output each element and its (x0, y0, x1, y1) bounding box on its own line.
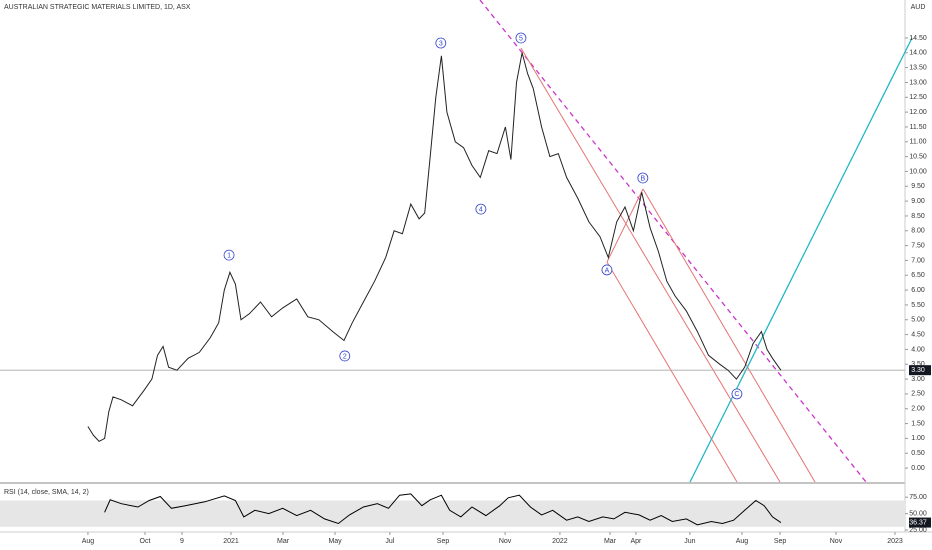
y-tick-label: 8.00 (911, 228, 925, 235)
price-tag-label: 3.30 (911, 367, 925, 374)
x-tick-label: Nov (830, 538, 843, 545)
channel-line (606, 188, 644, 263)
x-tick-label: Mar (277, 538, 290, 545)
wave-label-circle (475, 203, 487, 215)
y-tick-label: 4.50 (911, 331, 925, 338)
y-tick-label: 1.50 (911, 420, 925, 427)
price-tag (909, 365, 931, 376)
x-tick-label: Mar (604, 538, 617, 545)
wave-label: 3 (439, 40, 443, 47)
wave-label: 1 (227, 252, 231, 259)
value-tag-label: 36.37 (909, 519, 927, 526)
y-tick-label: 12.00 (909, 109, 927, 116)
wave-label: C (734, 391, 739, 398)
wave-label: B (641, 175, 646, 182)
y-tick-label: 0.00 (911, 465, 925, 472)
y-tick-label: 0.50 (911, 450, 925, 457)
wave-label: 4 (479, 206, 483, 213)
y-tick-label: 9.50 (911, 183, 925, 190)
x-tick-label: Jul (385, 538, 394, 545)
wave-label-circle (435, 37, 447, 49)
channel-line (606, 261, 738, 483)
y-tick-label: 2.00 (911, 406, 925, 413)
y-tick-label: 11.50 (910, 124, 927, 131)
wave-label: 2 (343, 353, 347, 360)
axis-unit: AUD (911, 4, 926, 11)
value-tag (909, 517, 931, 528)
x-tick-label: Sep (774, 538, 787, 545)
y-tick-label: 10.00 (909, 168, 927, 175)
rsi-band (0, 500, 905, 527)
y-tick-label: 13.50 (909, 64, 927, 71)
wave-label-circle (339, 350, 351, 362)
x-tick-label: 2021 (223, 538, 239, 545)
trendline (689, 37, 913, 483)
y-tick-label: 2.50 (911, 391, 925, 398)
y-tick-label: 6.00 (911, 287, 925, 294)
wave-label: 5 (519, 35, 523, 42)
x-tick-label: 2023 (887, 538, 903, 545)
y-tick-label: 7.50 (911, 242, 925, 249)
y-tick-label: 14.00 (909, 50, 927, 57)
y-tick-label: 3.50 (911, 361, 925, 368)
y-tick-label: 4.00 (911, 346, 925, 353)
y-tick-label: 3.00 (911, 376, 925, 383)
y-tick-label: 6.50 (911, 272, 925, 279)
y-tick-label: 13.00 (909, 79, 927, 86)
y-tick-label: 12.50 (909, 94, 927, 101)
channel-line (520, 47, 781, 483)
x-tick-label: Apr (630, 538, 642, 545)
wave-label: A (605, 267, 610, 274)
wave-label-circle (637, 172, 649, 184)
x-tick-label: Sep (437, 538, 450, 545)
y-tick-label: 5.00 (911, 317, 925, 324)
trendlines (479, 0, 913, 483)
price-line (104, 493, 782, 526)
wave-label-circle (601, 264, 613, 276)
y-tick-label: 25.00 (909, 527, 927, 534)
y-tick-label: 50.00 (909, 510, 927, 517)
chart-title: AUSTRALIAN STRATEGIC MATERIALS LIMITED, … (4, 4, 191, 11)
x-tick-label: Jun (684, 538, 695, 545)
y-tick-label: 75.00 (909, 494, 927, 501)
x-tick-label: 2022 (552, 538, 568, 545)
y-tick-label: 11.00 (910, 139, 927, 146)
wave-label-circle (515, 32, 527, 44)
price-line (87, 52, 782, 443)
y-tick-label: 10.50 (909, 153, 927, 160)
wave-label-circle (731, 388, 743, 400)
x-tick-label: Nov (499, 538, 512, 545)
channel-line (642, 188, 816, 483)
x-tick-label: May (328, 538, 342, 545)
y-tick-label: 5.50 (911, 302, 925, 309)
x-tick-label: Aug (82, 538, 95, 545)
y-tick-label: 14.50 (909, 35, 927, 42)
wave-label-circle (223, 249, 235, 261)
y-tick-label: 9.00 (911, 198, 925, 205)
x-tick-label: Aug (736, 538, 749, 545)
y-tick-label: 1.00 (911, 435, 925, 442)
x-tick-label: Oct (140, 538, 151, 545)
indicator-title: RSI (14, close, SMA, 14, 2) (4, 489, 89, 496)
y-tick-label: 8.50 (911, 213, 925, 220)
y-tick-label: 7.00 (911, 257, 925, 264)
x-tick-label: 9 (180, 538, 184, 545)
